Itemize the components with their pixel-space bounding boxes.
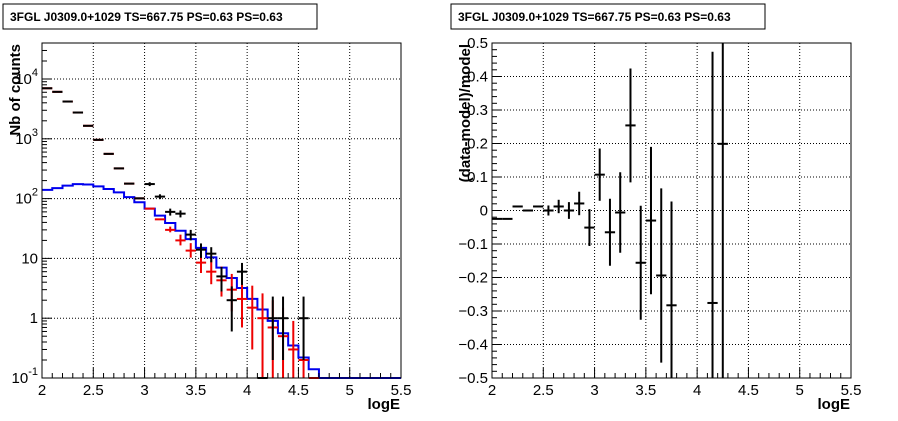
residuals-data-point-0 — [543, 205, 554, 216]
counts-data-point-1 — [288, 320, 299, 378]
counts-y-axis-title: Nb of counts — [7, 44, 24, 136]
residuals-plot-area — [492, 43, 728, 378]
residuals-data-point-0 — [656, 188, 667, 363]
counts-data-point-1 — [175, 234, 186, 246]
counts-data-point-2 — [154, 194, 166, 200]
residuals-data-point-0 — [645, 146, 657, 295]
residuals-y-tick-label: 0.5 — [467, 35, 488, 52]
counts-y-tick-label: 10 — [21, 250, 38, 267]
counts-data-point-1 — [236, 280, 248, 328]
counts-data-point-1 — [298, 358, 309, 378]
residuals-y-tick-label: −0.5 — [458, 370, 488, 387]
residuals-x-tick-label: 4 — [693, 382, 701, 399]
residuals-x-axis-title: logE — [818, 396, 851, 413]
counts-data-point-2 — [216, 266, 227, 292]
counts-y-tick-label: 104 — [15, 67, 38, 88]
residuals-x-tick-label: 3 — [590, 382, 598, 399]
counts-data-point-2 — [206, 247, 217, 263]
counts-panel: 3FGL J0309.0+1029 TS=667.75 PS=0.63 PS=0… — [2, 3, 412, 413]
residuals-data-point-0 — [594, 148, 605, 201]
residuals-grid — [492, 43, 851, 378]
counts-data-point-1 — [257, 293, 268, 378]
counts-data-point-2 — [175, 210, 186, 218]
counts-data-point-2 — [226, 286, 237, 332]
counts-grid — [42, 43, 401, 378]
counts-ticks: 2 2.5 3 3.5 4 4.5 5 5.5 10-1 1 10 102 103 104 — [12, 42, 412, 399]
counts-x-tick-label: 3.5 — [185, 382, 206, 399]
counts-data-point-1 — [165, 226, 176, 233]
counts-x-tick-label: 2 — [38, 382, 46, 399]
residuals-data-point-0 — [635, 205, 646, 320]
residuals-data-point-0 — [584, 209, 595, 247]
residuals-x-tick-label: 5 — [796, 382, 804, 399]
residuals-y-tick-label: 0.3 — [467, 102, 488, 119]
residuals-data-point-0 — [574, 191, 585, 216]
residuals-data-point-0 — [666, 201, 677, 378]
counts-plot-area — [42, 87, 401, 379]
counts-data-point-2 — [144, 182, 155, 187]
counts-data-point-2 — [277, 296, 289, 360]
counts-data-point-2 — [236, 262, 248, 285]
counts-frame — [41, 42, 402, 379]
counts-x-tick-label: 5.5 — [391, 382, 412, 399]
residuals-y-tick-label: −0.1 — [458, 236, 488, 253]
counts-model-step-line — [42, 183, 401, 379]
residuals-panel: 3FGL J0309.0+1029 TS=667.75 PS=0.63 PS=0… — [450, 3, 861, 413]
counts-x-axis-title: logE — [368, 396, 401, 413]
residuals-data-point-0 — [563, 202, 575, 219]
residuals-data-point-0 — [604, 198, 616, 266]
counts-x-tick-label: 3 — [140, 382, 148, 399]
counts-x-tick-label: 4 — [243, 382, 251, 399]
residuals-title-box: 3FGL J0309.0+1029 TS=667.75 PS=0.63 PS=0… — [450, 3, 766, 30]
counts-y-tick-label: 103 — [15, 127, 38, 148]
residuals-x-tick-label: 3.5 — [635, 382, 656, 399]
counts-data-point-2 — [195, 243, 207, 258]
counts-y-tick-label: 10-1 — [12, 366, 38, 387]
residuals-data-point-0 — [615, 172, 626, 253]
residuals-data-point-0 — [553, 199, 564, 214]
residuals-x-tick-label: 2.5 — [533, 382, 554, 399]
counts-data-point-1 — [247, 285, 258, 350]
residuals-y-tick-label: 0.1 — [467, 169, 488, 186]
counts-x-tick-label: 5 — [346, 382, 354, 399]
counts-x-tick-label: 4.5 — [288, 382, 309, 399]
residuals-title: 3FGL J0309.0+1029 TS=667.75 PS=0.63 PS=0… — [458, 10, 731, 24]
residuals-y-tick-label: 0 — [480, 203, 488, 220]
residuals-data-point-0 — [707, 51, 718, 378]
residuals-x-tick-label: 2 — [488, 382, 496, 399]
counts-title-box: 3FGL J0309.0+1029 TS=667.75 PS=0.63 PS=0… — [2, 3, 318, 30]
residuals-y-axis-title: (data-model)/model — [457, 44, 474, 182]
residuals-x-tick-label: 4.5 — [738, 382, 759, 399]
counts-data-point-1 — [206, 259, 217, 285]
residuals-y-tick-label: −0.3 — [458, 303, 488, 320]
residuals-data-point-0 — [717, 43, 728, 378]
counts-data-point-1 — [185, 243, 196, 258]
residuals-y-tick-label: 0.2 — [467, 136, 488, 153]
counts-data-point-2 — [267, 296, 278, 360]
counts-x-tick-label: 2.5 — [83, 382, 104, 399]
counts-title: 3FGL J0309.0+1029 TS=667.75 PS=0.63 PS=0… — [10, 10, 283, 24]
residuals-data-point-0 — [625, 68, 636, 183]
residuals-ticks: 2 2.5 3 3.5 4 4.5 5 5.5 −0.5 −0.4 −0.3 −0.2 −0.1 0 0.1… — [458, 35, 861, 399]
counts-data-point-2 — [298, 296, 309, 360]
counts-data-point-2 — [185, 229, 196, 241]
counts-y-tick-label: 1 — [30, 310, 38, 327]
counts-y-tick-label: 102 — [15, 187, 38, 208]
residuals-y-tick-label: −0.4 — [458, 337, 488, 354]
counts-data-point-2 — [165, 208, 176, 216]
residuals-x-tick-label: 5.5 — [841, 382, 862, 399]
residuals-y-tick-label: 0.4 — [467, 69, 488, 86]
residuals-y-tick-label: −0.2 — [458, 270, 488, 287]
